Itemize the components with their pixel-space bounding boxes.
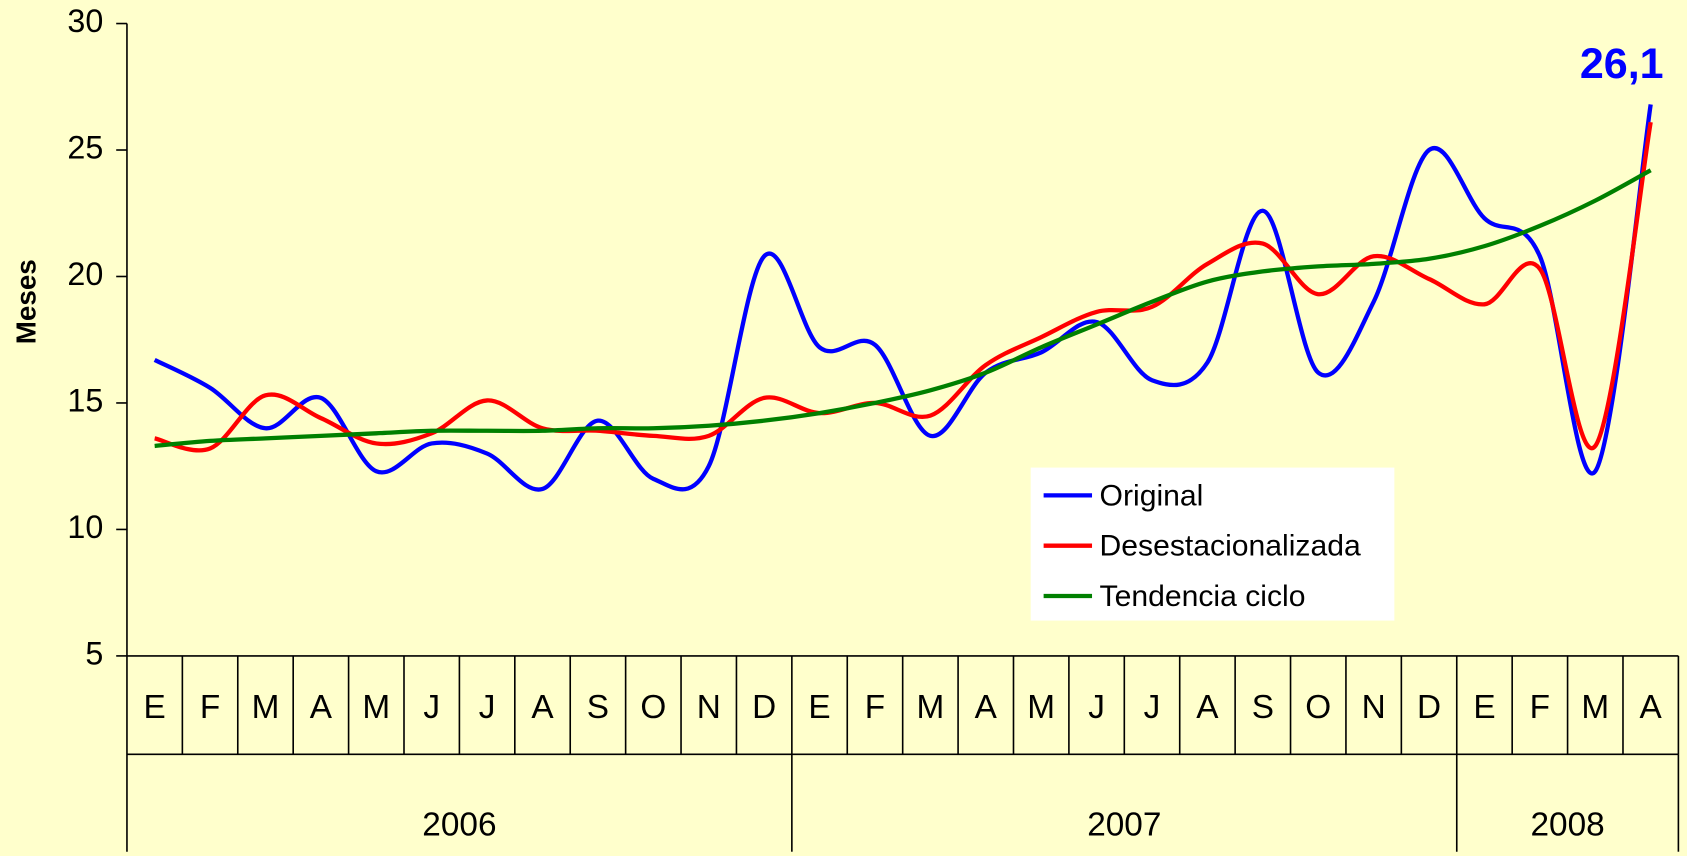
x-tick-label: O — [640, 689, 666, 726]
x-tick-label: M — [252, 689, 280, 726]
y-tick-label: 5 — [85, 635, 103, 671]
y-tick-label: 10 — [67, 509, 103, 545]
legend-label: Tendencia ciclo — [1100, 580, 1306, 613]
x-tick-label: S — [1252, 689, 1274, 726]
x-tick-label: A — [1640, 689, 1663, 726]
x-tick-label: J — [423, 689, 440, 726]
y-tick-label: 30 — [67, 3, 103, 39]
legend-label: Desestacionalizada — [1100, 530, 1361, 563]
x-tick-label: M — [362, 689, 390, 726]
x-tick-label: F — [865, 689, 885, 726]
series-line — [153, 104, 1653, 492]
legend-label: Original — [1100, 480, 1204, 513]
x-tick-label: M — [1027, 689, 1055, 726]
x-tick-label: D — [752, 689, 776, 726]
x-tick-label: J — [1144, 689, 1161, 726]
x-tick-label: O — [1305, 689, 1331, 726]
x-tick-label: E — [144, 689, 166, 726]
x-tick-label: A — [975, 689, 998, 726]
x-tick-label: A — [1196, 689, 1219, 726]
x-tick-label: A — [310, 689, 333, 726]
x-tick-label: D — [1417, 689, 1441, 726]
group-label: 2008 — [1530, 806, 1604, 843]
x-tick-label: J — [479, 689, 496, 726]
x-tick-label: F — [1530, 689, 1550, 726]
y-tick-label: 25 — [67, 130, 103, 166]
x-tick-label: E — [808, 689, 830, 726]
y-tick-label: 20 — [67, 256, 103, 292]
x-tick-label: F — [200, 689, 220, 726]
x-tick-label: S — [587, 689, 609, 726]
group-label: 2007 — [1087, 806, 1161, 843]
data-label: 26,1 — [1580, 40, 1664, 88]
x-tick-label: N — [697, 689, 721, 726]
series-line — [154, 121, 1653, 453]
x-tick-label: N — [1362, 689, 1386, 726]
x-tick-label: J — [1088, 689, 1105, 726]
series-line — [154, 168, 1652, 449]
x-tick-label: M — [916, 689, 944, 726]
y-axis-label: Meses — [10, 259, 41, 344]
x-tick-label: M — [1581, 689, 1609, 726]
x-tick-label: E — [1473, 689, 1495, 726]
x-tick-label: A — [531, 689, 554, 726]
group-label: 2006 — [422, 806, 496, 843]
y-tick-label: 15 — [67, 383, 103, 419]
